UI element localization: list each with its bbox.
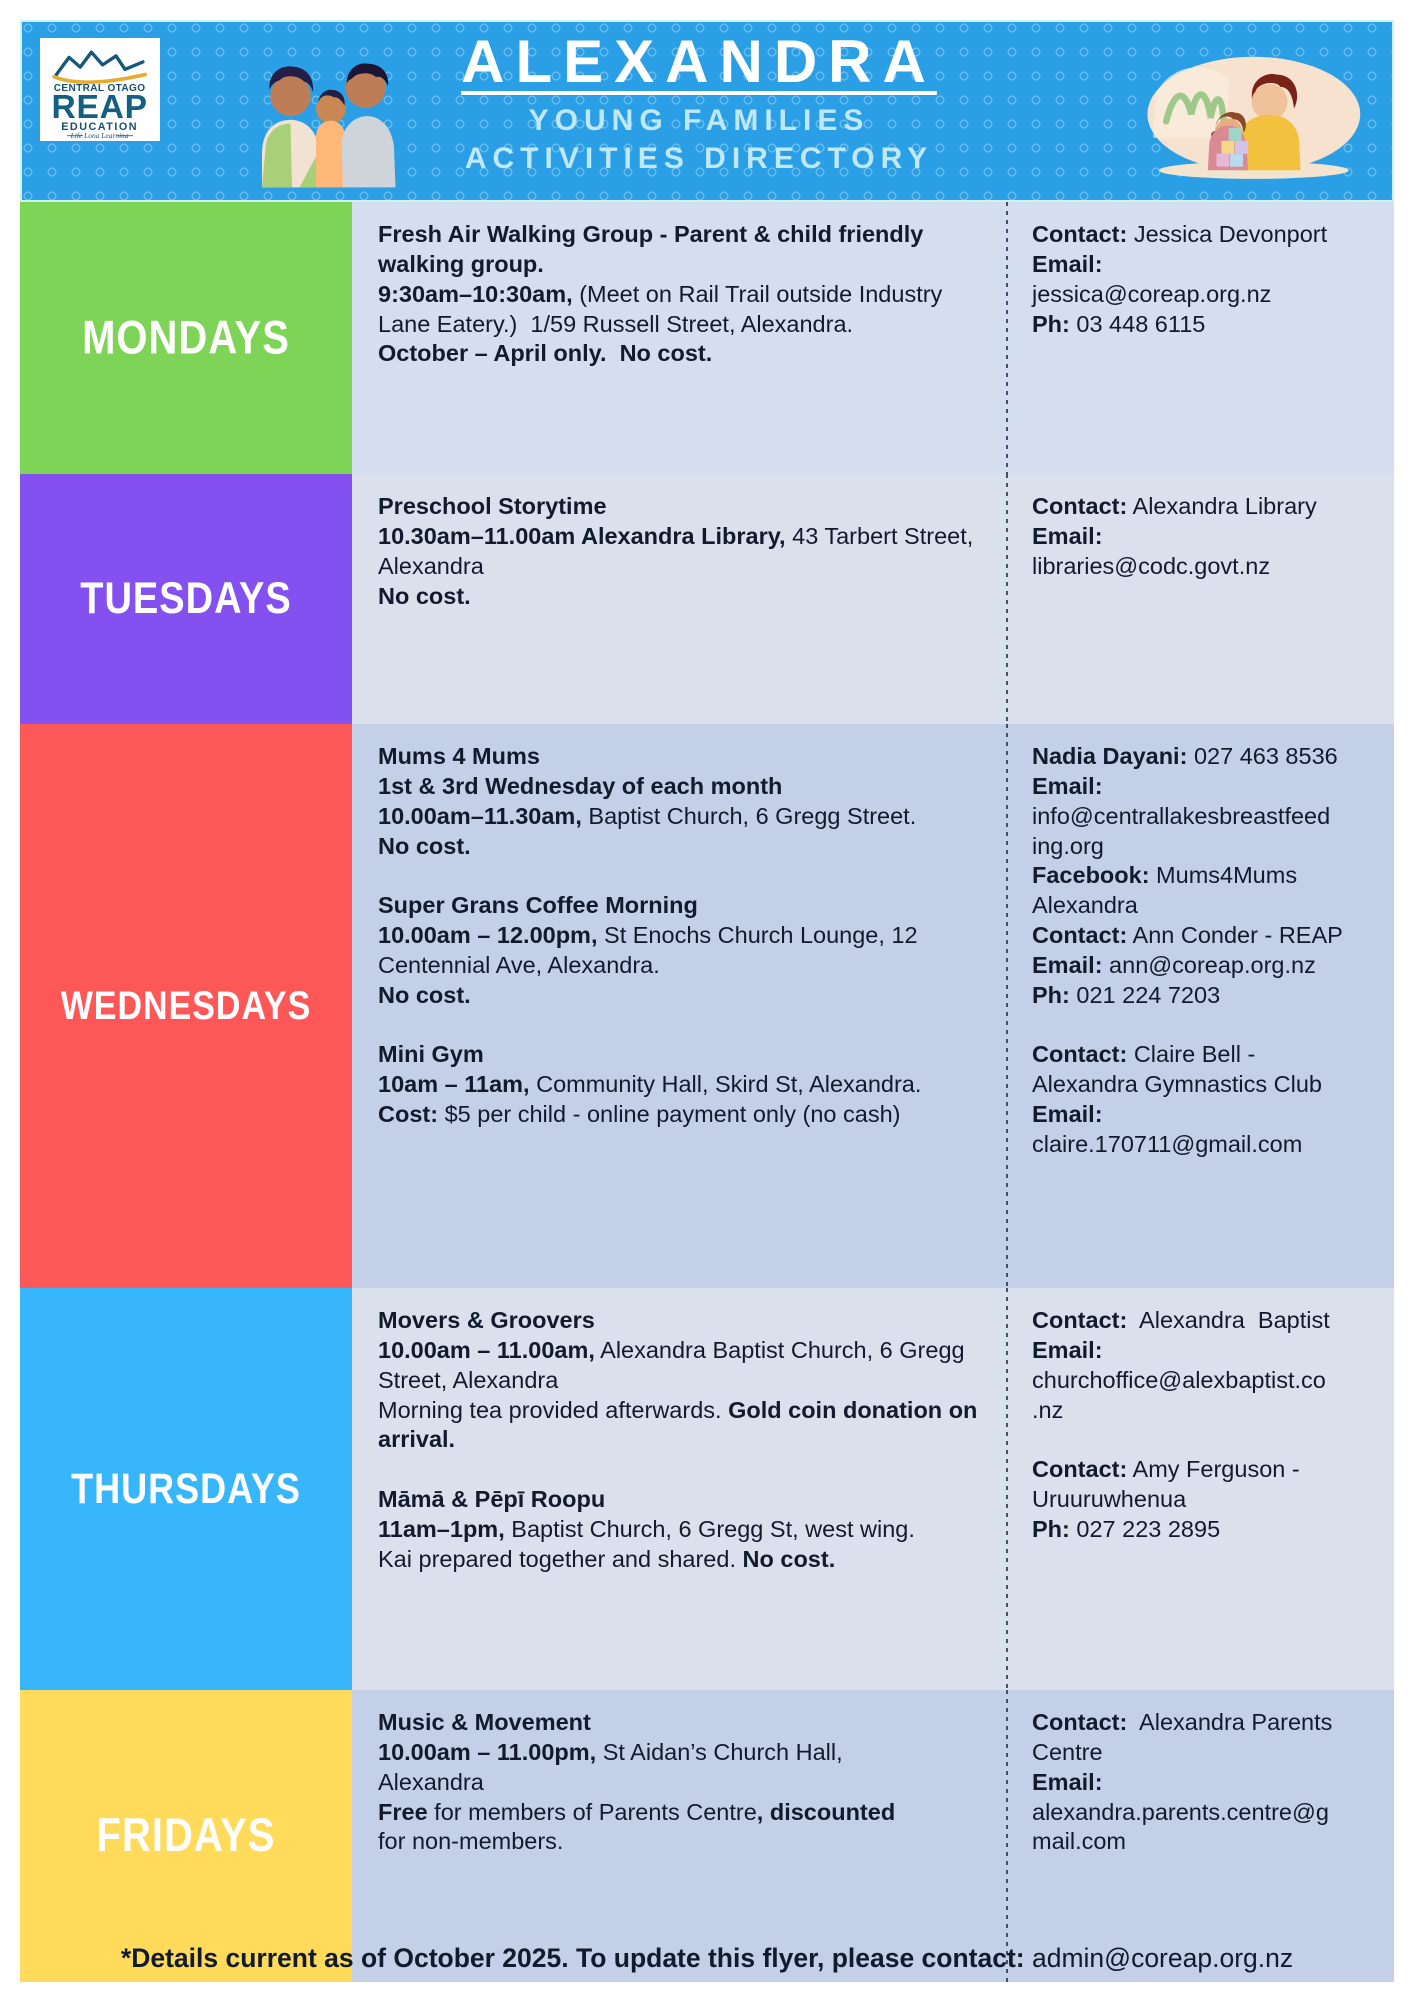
svg-text:Life Long Learning: Life Long Learning: [70, 131, 129, 138]
